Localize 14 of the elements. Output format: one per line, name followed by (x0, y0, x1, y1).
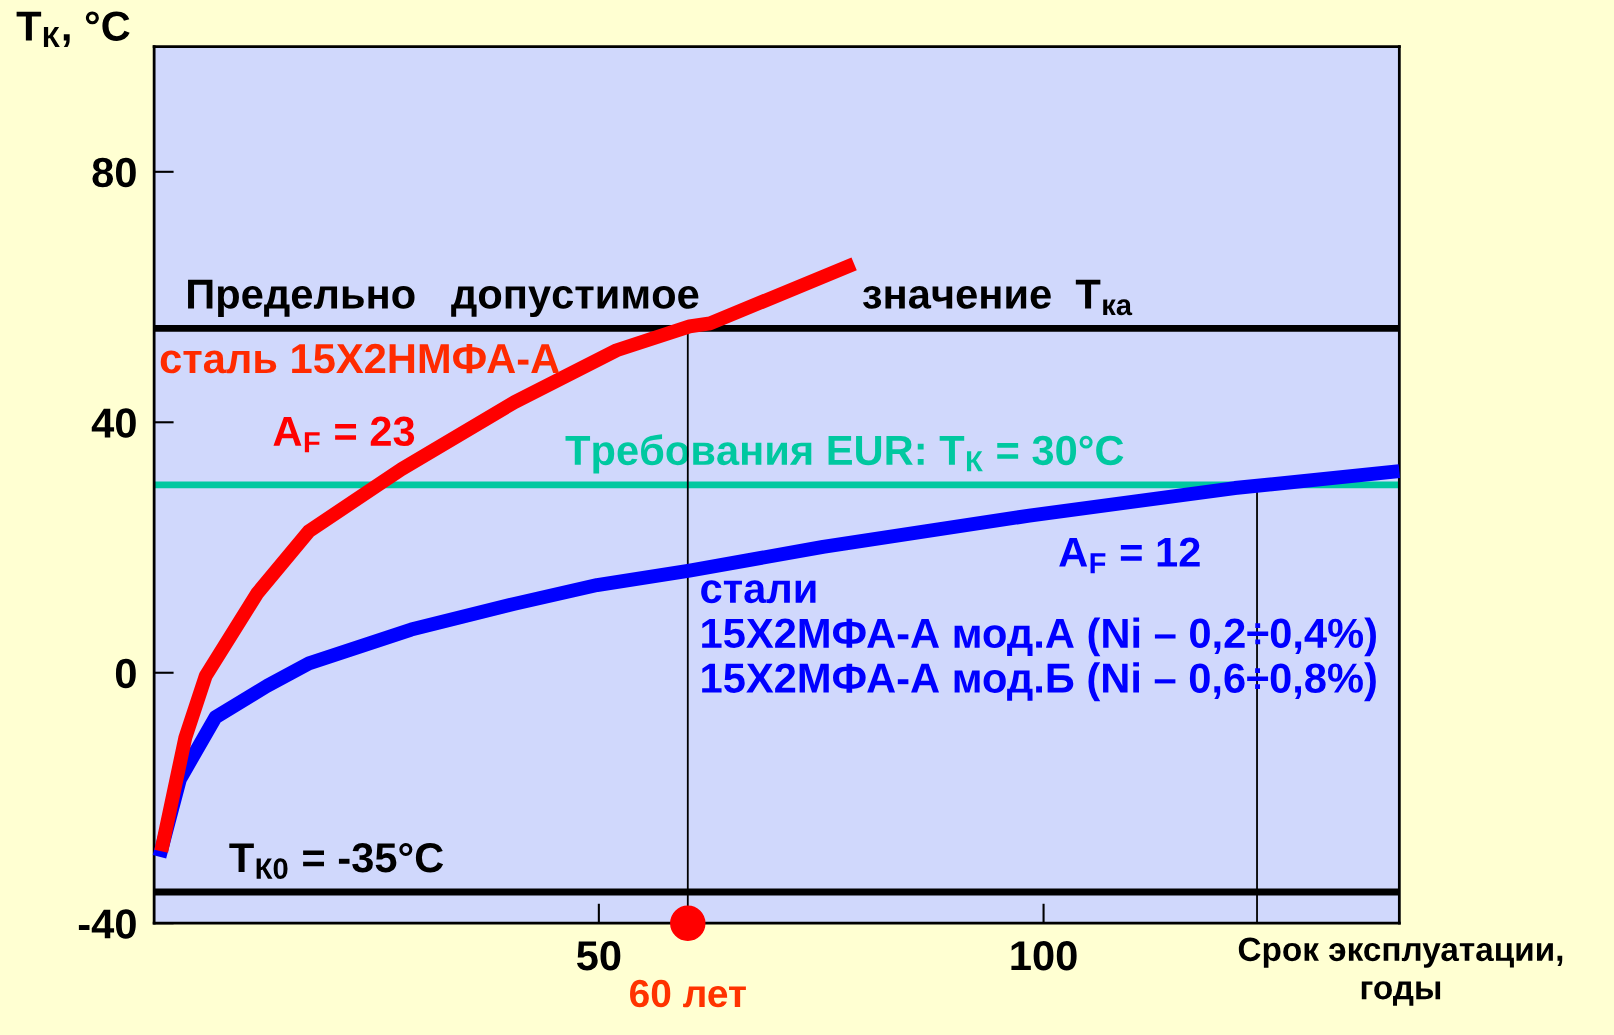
y-tick-label: 0 (115, 658, 136, 689)
y-tick-label: 80 (92, 157, 136, 188)
x-tick-label: 100 (1011, 940, 1077, 971)
y-tick-label: 40 (91, 408, 136, 438)
y-tick-label: -40 (78, 909, 136, 939)
annotation: 60 лет (630, 979, 746, 1008)
y-axis-title: T$_{К}$, °C (16, 11, 130, 48)
annotation: A$_{F}$ = 12 (1059, 537, 1200, 574)
x-axis-title: Срок эксплуатации, годы (1238, 937, 1563, 1006)
x-tick-label: 50 (576, 940, 621, 971)
ref-line-label: T$_{К0}$ = -35°C (229, 842, 444, 879)
ref-line-label: Предельно допустимое значение T$_{ка}$ (188, 279, 1133, 318)
annotation: A$_{F}$ = 23 (273, 416, 415, 453)
annotation: сталь 15Х2НМФА-А (160, 343, 560, 374)
